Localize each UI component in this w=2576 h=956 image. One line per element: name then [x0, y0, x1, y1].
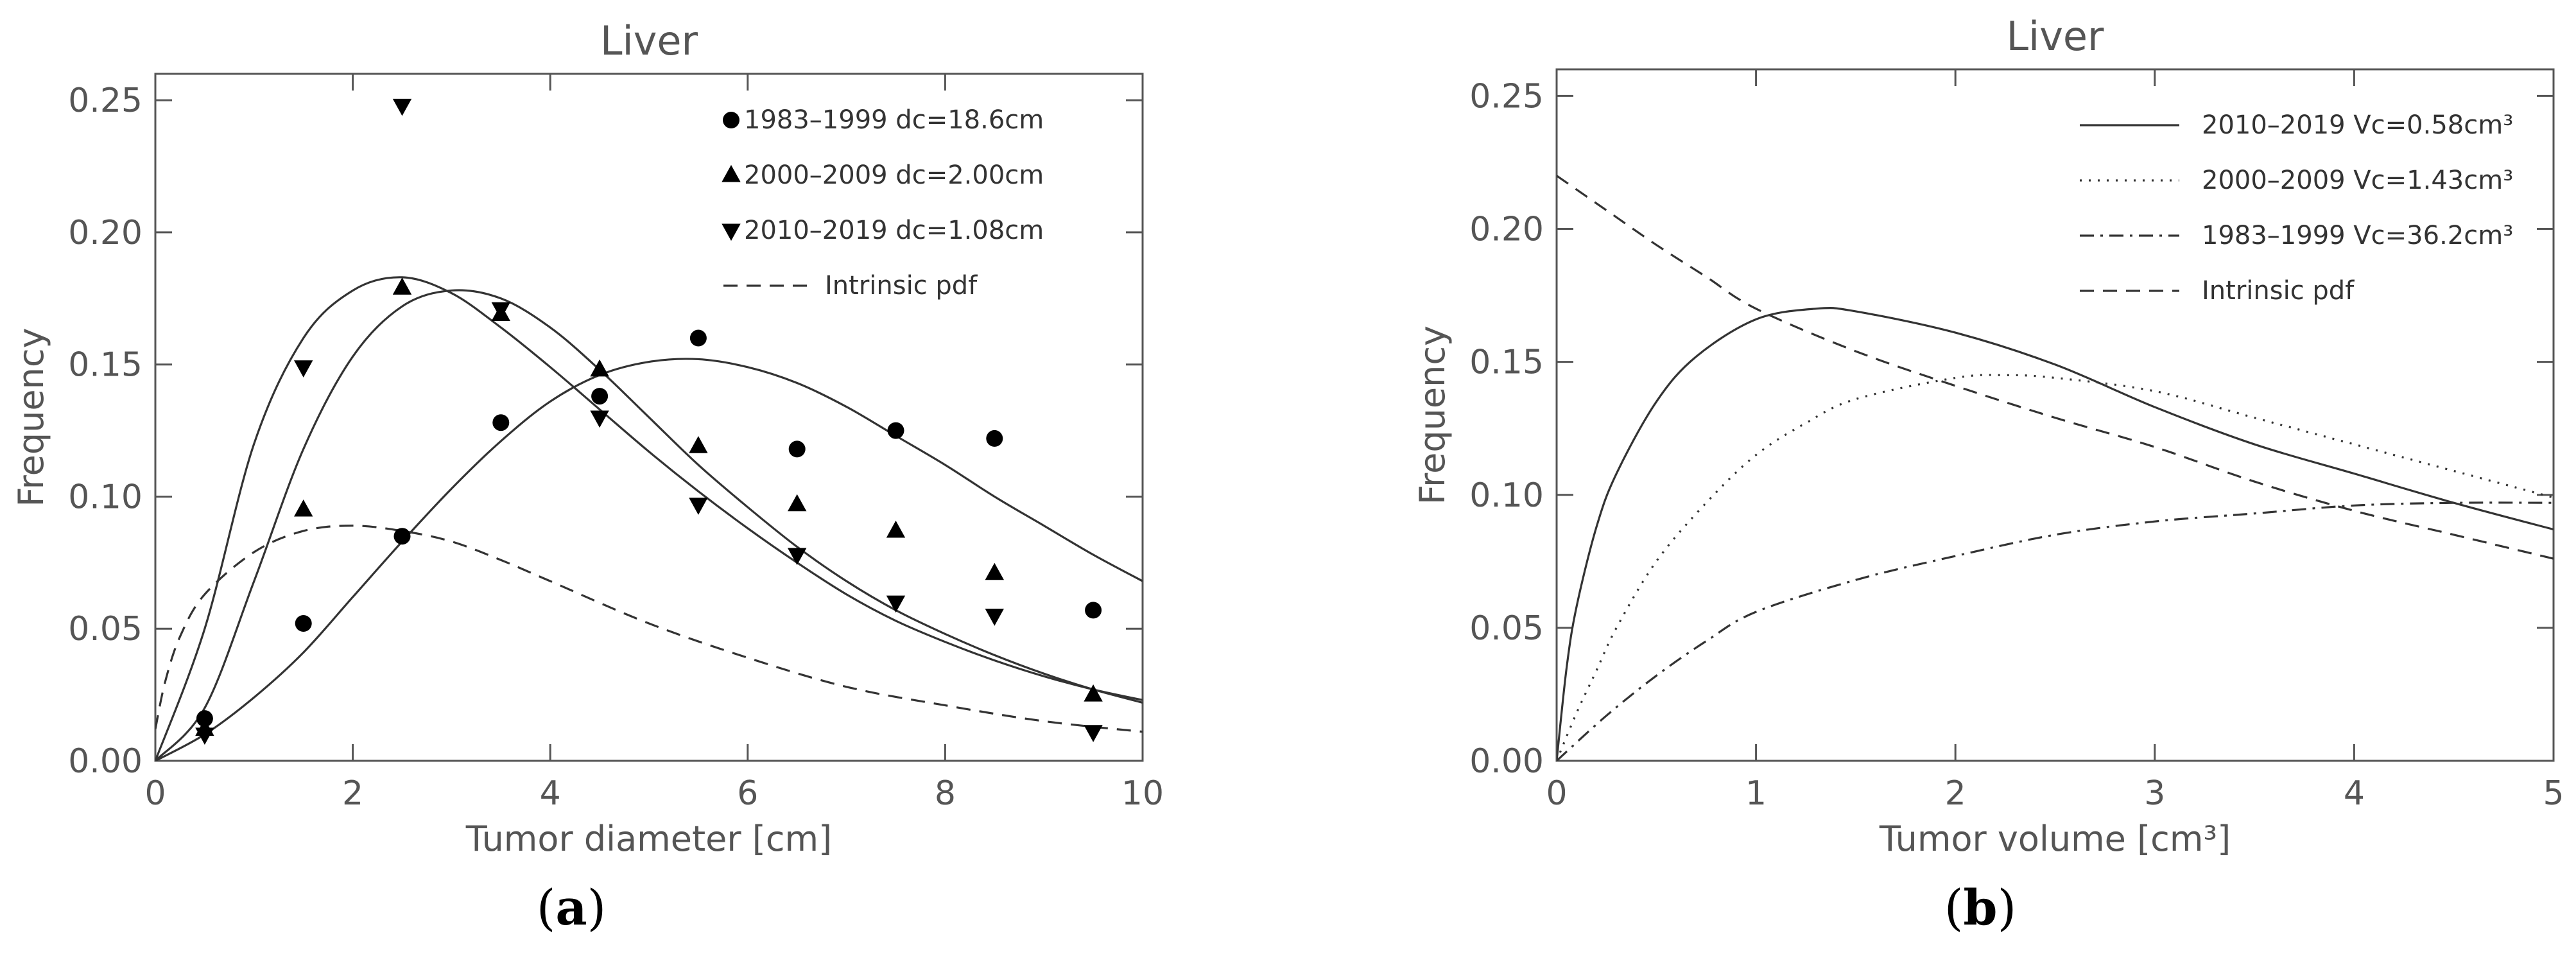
plot-area	[155, 276, 1143, 761]
data-point-s3	[1084, 725, 1103, 742]
data-point-s3	[788, 548, 807, 566]
series-line-3	[155, 276, 1143, 761]
plot-area	[1557, 175, 2554, 761]
x-tick-label: 0	[1546, 774, 1567, 813]
chart-title: Liver	[2006, 13, 2104, 60]
y-tick-label: 0.05	[68, 610, 143, 648]
legend-label-3: 1983–1999 Vc=36.2cm³	[2202, 221, 2513, 250]
y-tick-label: 0.20	[68, 214, 143, 252]
data-point-s3	[590, 410, 609, 428]
legend-label-3: 2010–2019 dc=1.08cm	[744, 216, 1044, 245]
legend-label-1: 2010–2019 Vc=0.58cm³	[2202, 110, 2513, 140]
data-point-s3	[985, 609, 1004, 626]
data-point-s3	[689, 498, 708, 515]
series-line-4	[1557, 175, 2554, 560]
chart-panel-a: 0 2 4 6 8 10 0.00 0.05 0.10 0.15 0.20 0.25 Liver Tumo…	[11, 17, 1164, 936]
legend-label-4: Intrinsic pdf	[2202, 276, 2355, 306]
data-point-s1	[393, 528, 411, 545]
legend-marker-1	[723, 112, 739, 128]
legend-label-4: Intrinsic pdf	[825, 271, 978, 300]
x-axis-label: Tumor diameter [cm]	[465, 819, 832, 859]
x-tick-label: 1	[1745, 774, 1767, 813]
data-point-s1	[788, 440, 806, 458]
y-axis-label: Frequency	[11, 328, 51, 507]
x-tick-label: 4	[2344, 774, 2365, 813]
series-line-3	[1557, 501, 2554, 761]
y-tick-label: 0.00	[68, 742, 143, 781]
x-tick-label: 10	[1121, 774, 1164, 813]
data-point-s1	[492, 414, 510, 431]
data-point-s3	[195, 727, 214, 745]
y-tick-label: 0.25	[1469, 77, 1544, 116]
data-point-s2	[392, 277, 412, 295]
data-point-s1	[1085, 602, 1102, 619]
data-point-s3	[392, 98, 412, 116]
y-tick-label: 0.15	[1469, 343, 1544, 382]
data-point-s2	[886, 520, 906, 538]
x-tick-label: 4	[540, 774, 561, 813]
y-tick-label: 0.25	[68, 82, 143, 120]
legend-label-1: 1983–1999 dc=18.6cm	[744, 105, 1044, 135]
data-point-s2	[689, 436, 708, 453]
y-tick-label: 0.20	[1469, 211, 1544, 249]
caption-letter: b	[1963, 879, 1997, 936]
x-tick-label: 0	[144, 774, 166, 813]
data-point-s2	[788, 494, 807, 512]
data-point-s1	[986, 430, 1003, 447]
legend-label-2: 2000–2009 dc=2.00cm	[744, 161, 1044, 190]
series-line-1	[155, 358, 1143, 761]
caption-close: )	[587, 879, 607, 936]
y-tick-label: 0.05	[1469, 609, 1544, 648]
caption-letter: a	[555, 879, 587, 936]
series-line-1	[1557, 306, 2554, 761]
data-point-s1	[591, 388, 609, 405]
x-tick-label: 5	[2543, 774, 2564, 813]
panel-caption-b: (b)	[1944, 879, 2016, 936]
data-point-s3	[886, 595, 906, 613]
y-tick-label: 0.10	[68, 478, 143, 516]
x-tick-label: 2	[342, 774, 363, 813]
y-axis-label: Frequency	[1412, 326, 1453, 505]
data-point-s1	[196, 710, 213, 727]
series-line-4	[155, 525, 1143, 733]
caption-open: (	[1944, 879, 1964, 936]
data-point-s1	[295, 615, 312, 632]
data-point-s3	[491, 302, 510, 320]
data-point-s1	[887, 422, 904, 439]
chart-panel-b: 0 1 2 3 4 5 0.00 0.05 0.10 0.15 0.20 0.25 Liver Tumor…	[1412, 13, 2564, 936]
legend-marker-3	[722, 223, 741, 241]
legend: 1983–1999 dc=18.6cm 2000–2009 dc=2.00cm 20…	[722, 105, 1044, 300]
plot-frame	[1555, 68, 2555, 762]
caption-close: )	[1998, 879, 2017, 936]
data-point-s2	[294, 499, 313, 517]
series-line-2	[155, 289, 1143, 761]
y-tick-label: 0.15	[68, 346, 143, 385]
data-point-s2	[590, 359, 609, 377]
x-tick-label: 3	[2144, 774, 2165, 813]
x-tick-label: 2	[1945, 774, 1966, 813]
legend-marker-2	[722, 164, 741, 182]
caption-open: (	[537, 879, 556, 936]
data-point-s2	[985, 562, 1004, 580]
x-tick-label: 8	[935, 774, 956, 813]
data-point-s1	[689, 329, 707, 347]
y-tick-label: 0.10	[1469, 476, 1544, 515]
plot-frame	[154, 73, 1144, 762]
data-point-s3	[294, 360, 313, 378]
legend: 2010–2019 Vc=0.58cm³ 2000–2009 Vc=1.43cm³…	[2080, 110, 2513, 306]
data-point-s2	[1084, 684, 1103, 702]
y-tick-label: 0.00	[1469, 742, 1544, 781]
x-axis-label: Tumor volume [cm³]	[1879, 819, 2231, 859]
chart-title: Liver	[600, 17, 698, 64]
panel-caption-a: (a)	[537, 879, 607, 936]
series-line-2	[1557, 374, 2554, 761]
x-tick-label: 6	[737, 774, 758, 813]
legend-label-2: 2000–2009 Vc=1.43cm³	[2202, 166, 2513, 195]
